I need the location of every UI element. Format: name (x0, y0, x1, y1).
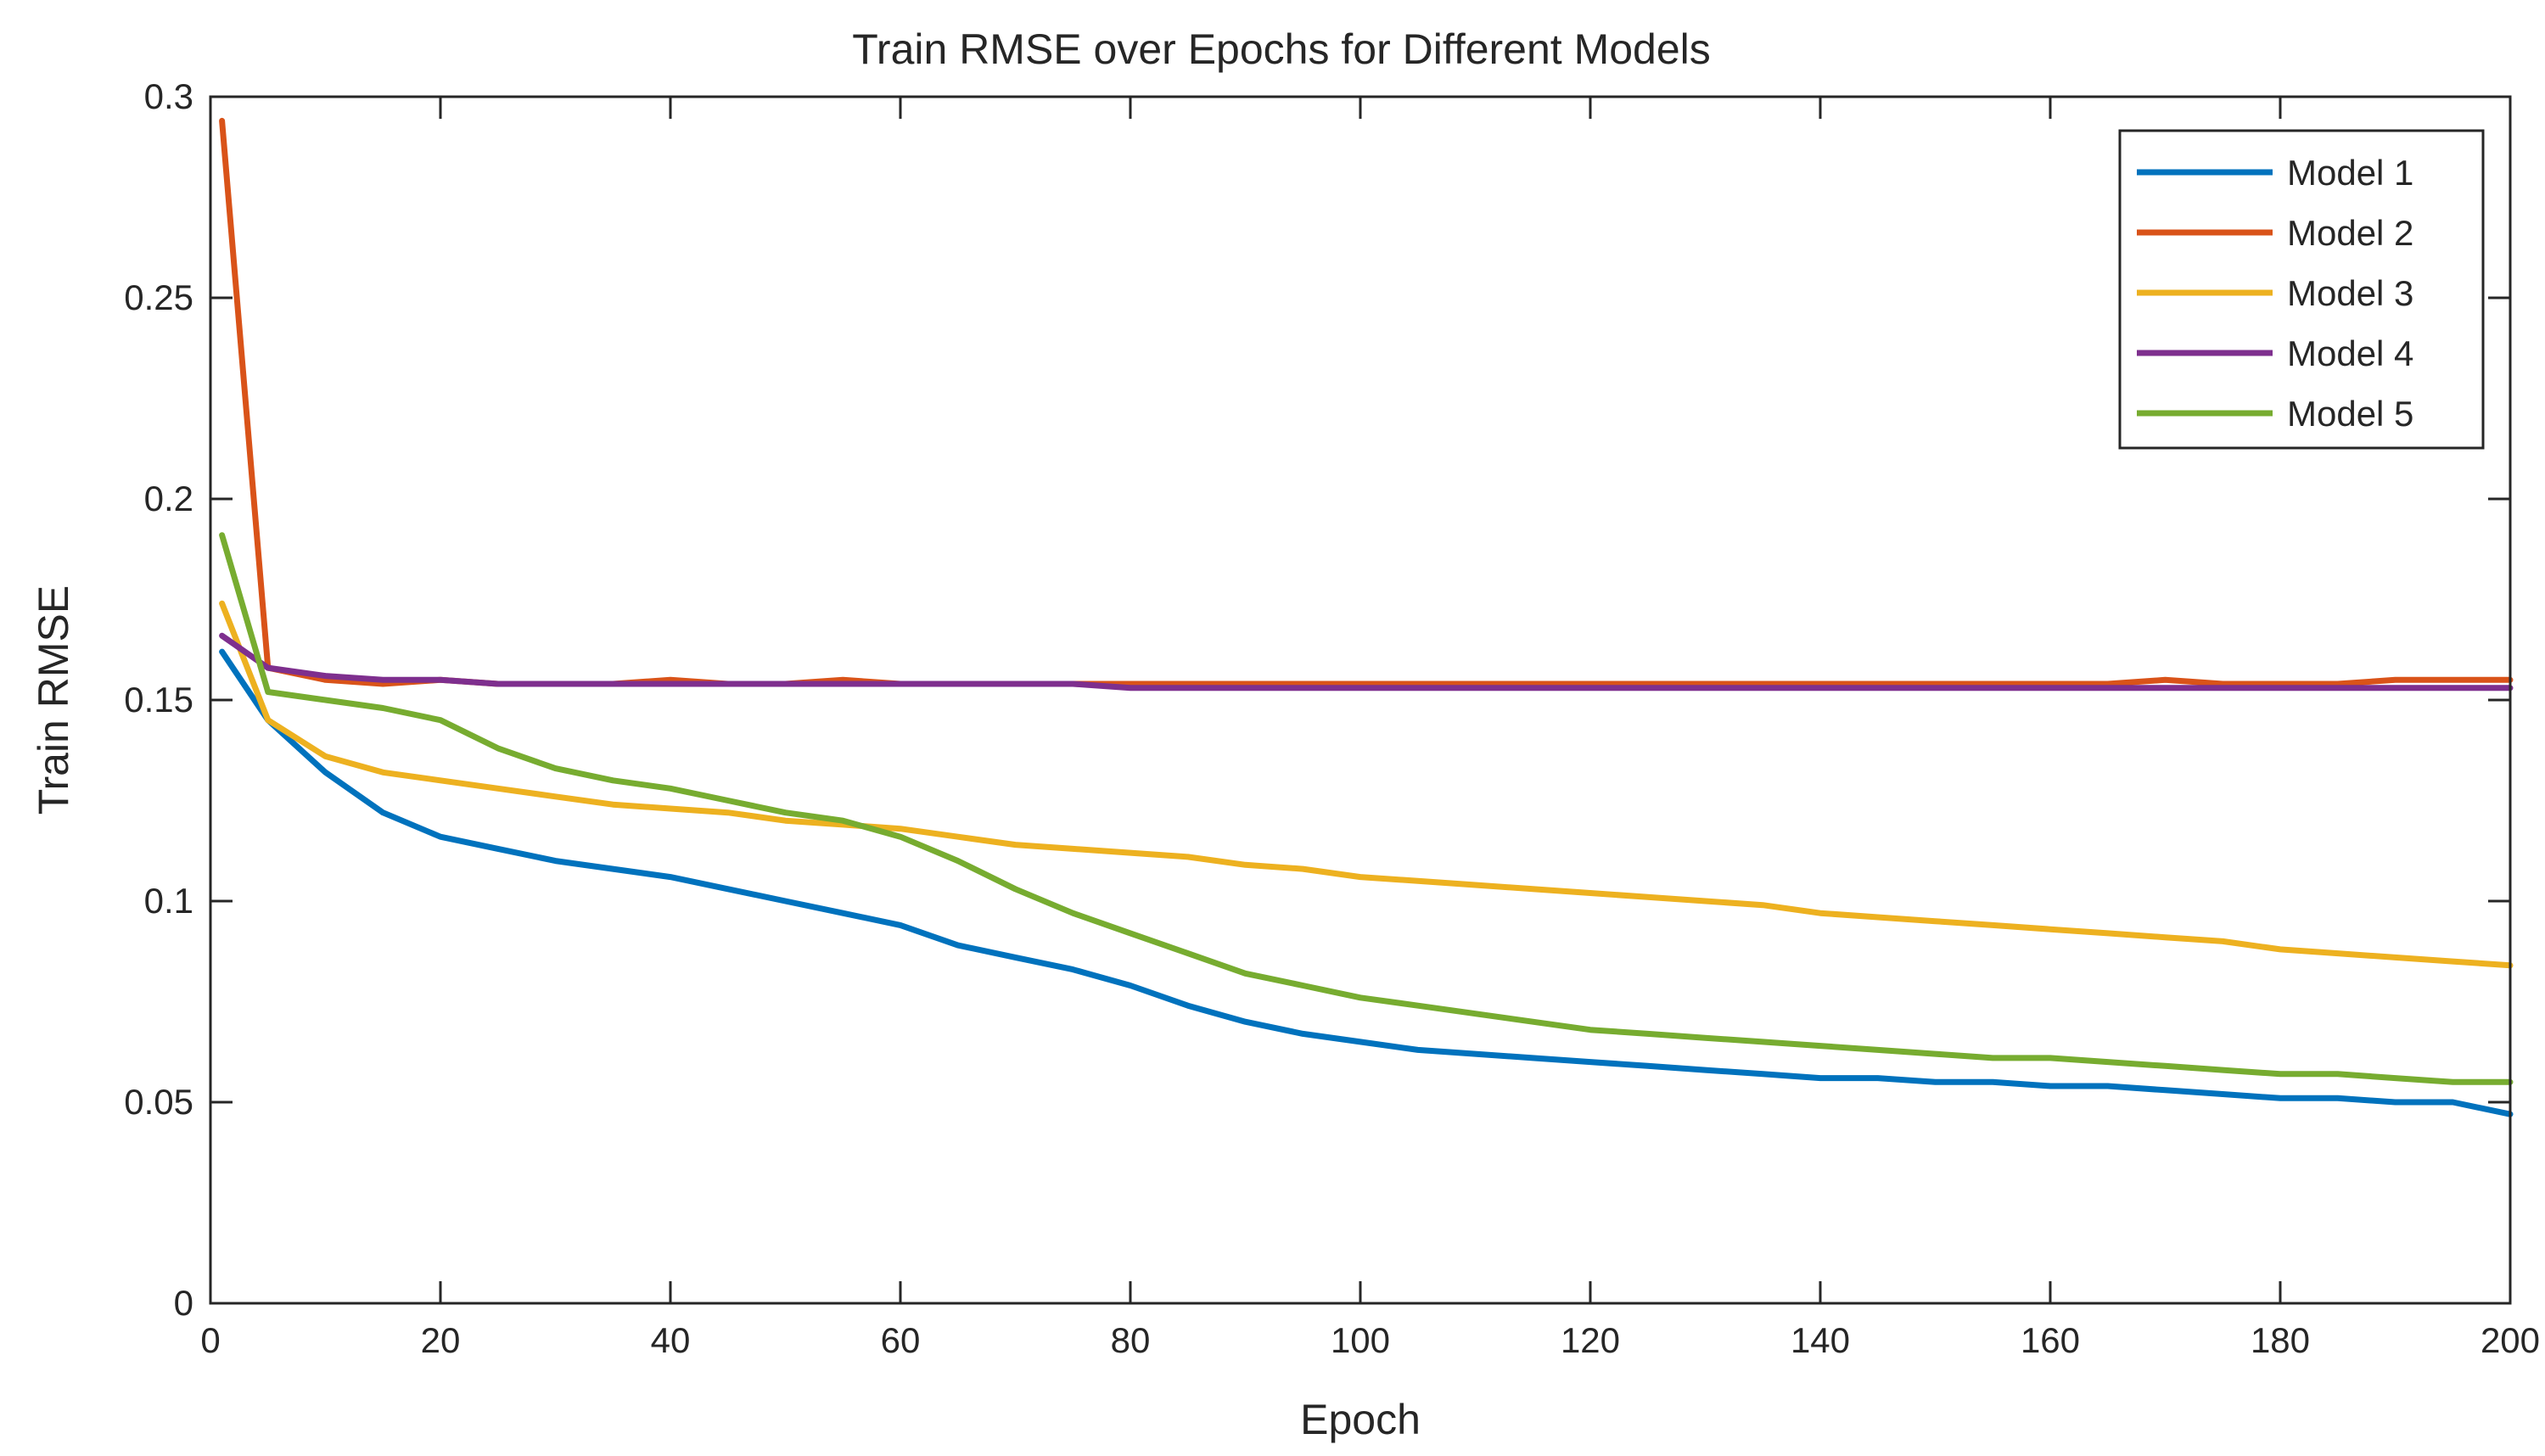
legend: Model 1 Model 2 Model 3 Model 4 Model 5 (2118, 129, 2485, 450)
x-axis-ticks: 0 20 40 60 80 100 120 140 160 180 200 (200, 97, 2540, 1360)
y-tick-label: 0.25 (124, 277, 193, 317)
y-tick-label: 0.3 (144, 76, 193, 116)
series-line-model-4 (219, 632, 2514, 692)
legend-label: Model 5 (2287, 394, 2413, 434)
y-tick-label: 0 (174, 1283, 193, 1323)
series-line-model-3 (219, 600, 2514, 969)
x-tick-label: 0 (200, 1320, 220, 1360)
x-axis-label: Epoch (1300, 1396, 1421, 1443)
legend-label: Model 2 (2287, 213, 2413, 253)
series-layer (219, 117, 2514, 1117)
y-tick-label: 0.15 (124, 680, 193, 720)
legend-box (2118, 129, 2485, 450)
x-tick-label: 40 (651, 1320, 691, 1360)
y-tick-label: 0.1 (144, 881, 193, 921)
series-line-model-5 (219, 532, 2514, 1085)
y-axis-label: Train RMSE (30, 585, 77, 815)
legend-label: Model 1 (2287, 153, 2413, 193)
x-tick-label: 20 (421, 1320, 461, 1360)
legend-label: Model 4 (2287, 333, 2413, 373)
x-tick-label: 100 (1331, 1320, 1390, 1360)
x-tick-label: 60 (881, 1320, 921, 1360)
x-tick-label: 160 (2021, 1320, 2080, 1360)
x-tick-label: 80 (1111, 1320, 1151, 1360)
legend-label: Model 3 (2287, 273, 2413, 313)
y-tick-label: 0.05 (124, 1082, 193, 1122)
x-tick-label: 200 (2481, 1320, 2540, 1360)
x-tick-label: 140 (1791, 1320, 1850, 1360)
series-line-model-1 (219, 648, 2514, 1117)
x-tick-label: 120 (1561, 1320, 1620, 1360)
y-axis-ticks: 0 0.05 0.1 0.15 0.2 0.25 0.3 (124, 76, 2510, 1323)
y-tick-label: 0.2 (144, 479, 193, 518)
x-tick-label: 180 (2251, 1320, 2310, 1360)
chart-title: Train RMSE over Epochs for Different Mod… (852, 25, 1711, 73)
